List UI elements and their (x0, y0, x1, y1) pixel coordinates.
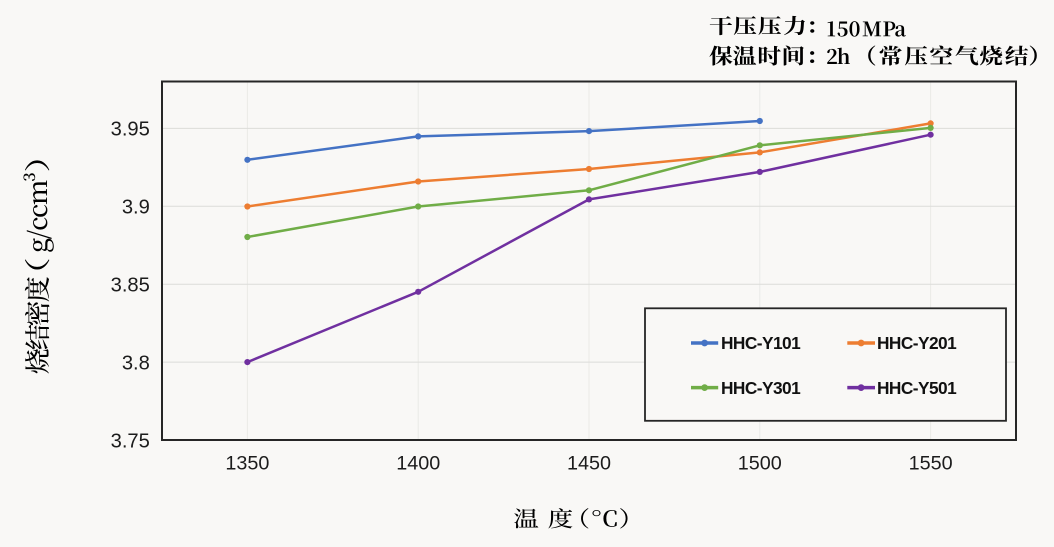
svg-text:1450: 1450 (567, 453, 611, 475)
svg-text:1550: 1550 (909, 453, 953, 475)
svg-text:1400: 1400 (396, 453, 440, 475)
svg-text:HHC-Y201: HHC-Y201 (877, 333, 957, 353)
svg-text:HHC-Y501: HHC-Y501 (877, 378, 957, 398)
svg-text:1350: 1350 (225, 453, 269, 475)
svg-text:3.9: 3.9 (122, 197, 150, 219)
svg-text:3.8: 3.8 (122, 352, 150, 374)
svg-text:HHC-Y301: HHC-Y301 (721, 378, 801, 398)
svg-text:3.95: 3.95 (111, 119, 150, 141)
svg-text:3.85: 3.85 (111, 275, 150, 297)
svg-text:3.75: 3.75 (111, 430, 150, 452)
svg-text:HHC-Y101: HHC-Y101 (721, 333, 801, 353)
svg-text:1500: 1500 (738, 453, 782, 475)
